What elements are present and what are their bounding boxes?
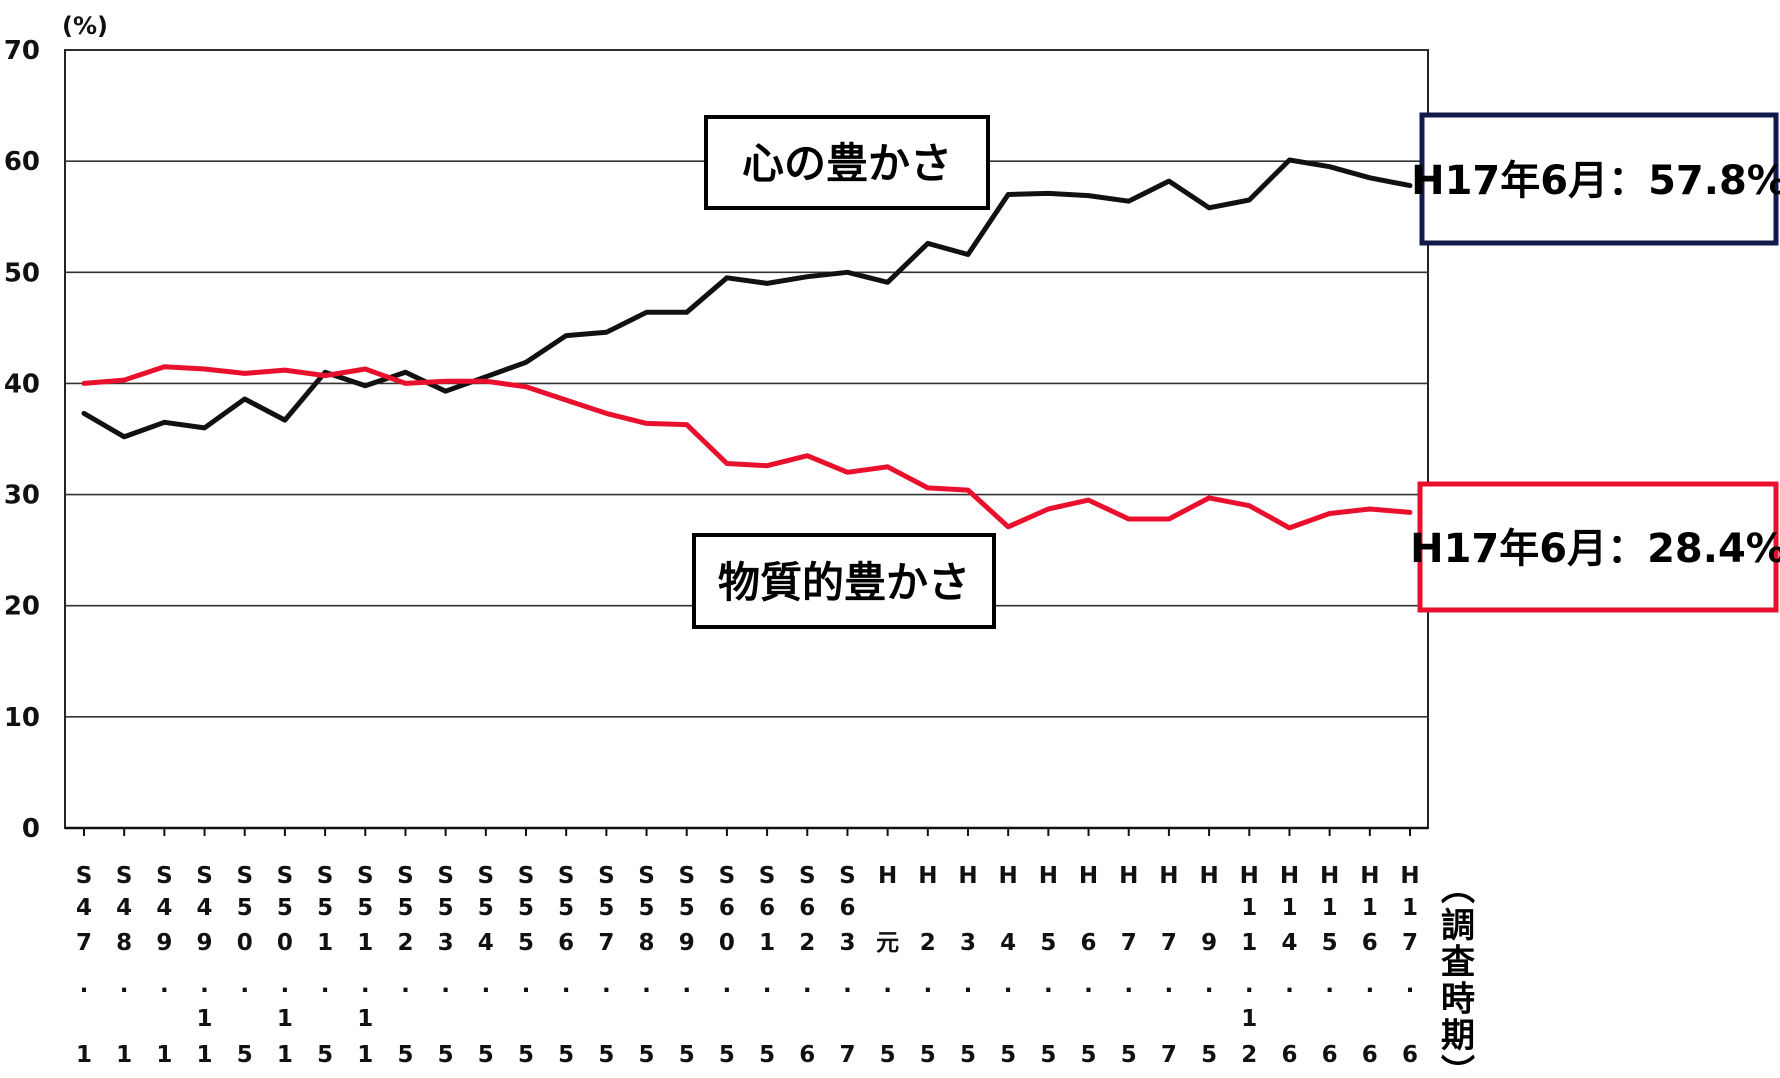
series-line-0	[81, 157, 1413, 440]
callout-heart: H17年6月：57.8%	[1411, 112, 1780, 246]
series-name-material: 物質的豊かさ	[718, 558, 970, 607]
series-lines	[81, 157, 1413, 531]
y-tick-label-40: 40	[4, 369, 40, 399]
x-axis-title: ︵調査時期︶	[1441, 869, 1475, 1078]
y-tick-label-70: 70	[4, 36, 40, 66]
y-tick-label-30: 30	[4, 481, 40, 511]
y-tick-label-60: 60	[4, 147, 40, 177]
callout-material-text: H17年6月：28.4%	[1410, 526, 1780, 572]
y-tick-label-10: 10	[4, 703, 40, 733]
x-tick-label-20: H 元. 5	[876, 863, 899, 1068]
y-axis-unit: (%)	[62, 12, 108, 40]
series-line-1	[81, 364, 1413, 531]
x-axis-title-text: ︵調査時期︶	[1441, 869, 1475, 1078]
x-axis: S 4 7. 1 S 4 8. 1 S 4 9. 1 S 4 9. 1 1 S 5 0. 5 S 5 0. 1 1 S 5 1. 5 S 5 1…	[65, 826, 1428, 1068]
y-axis: 0 10 20 30 40 50 60 70	[4, 36, 40, 844]
y-tick-label-0: 0	[22, 814, 40, 844]
callout-material: H17年6月：28.4%	[1410, 481, 1780, 613]
y-tick-label-50: 50	[4, 258, 40, 288]
legend-label-heart: 心の豊かさ	[704, 115, 990, 210]
callout-heart-text: H17年6月：57.8%	[1411, 158, 1780, 204]
y-tick-label-20: 20	[4, 592, 40, 622]
series-name-heart: 心の豊かさ	[742, 139, 952, 188]
legend-label-material: 物質的豊かさ	[692, 533, 996, 629]
